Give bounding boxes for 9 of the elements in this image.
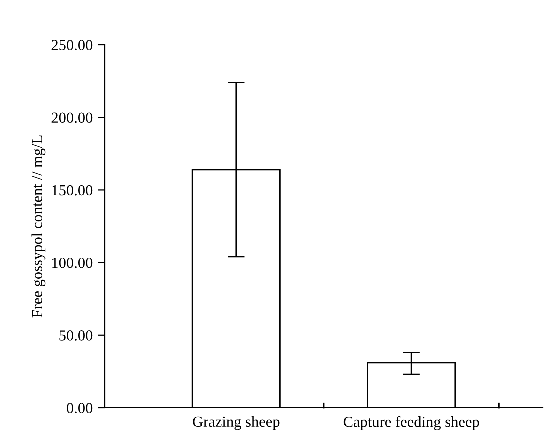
- y-tick-label: 0.00: [67, 403, 93, 414]
- y-tick-label: 250.00: [52, 40, 93, 51]
- y-axis-title: Free gossypol content // mg/L: [32, 136, 46, 318]
- x-tick-label: Grazing sheep: [193, 416, 280, 430]
- y-tick-label: 150.00: [52, 185, 93, 196]
- y-tick-label: 100.00: [52, 258, 93, 268]
- x-tick-label: Capture feeding sheep: [344, 416, 480, 430]
- y-tick-label: 200.00: [52, 112, 93, 124]
- y-tick-label: 50.00: [60, 330, 93, 341]
